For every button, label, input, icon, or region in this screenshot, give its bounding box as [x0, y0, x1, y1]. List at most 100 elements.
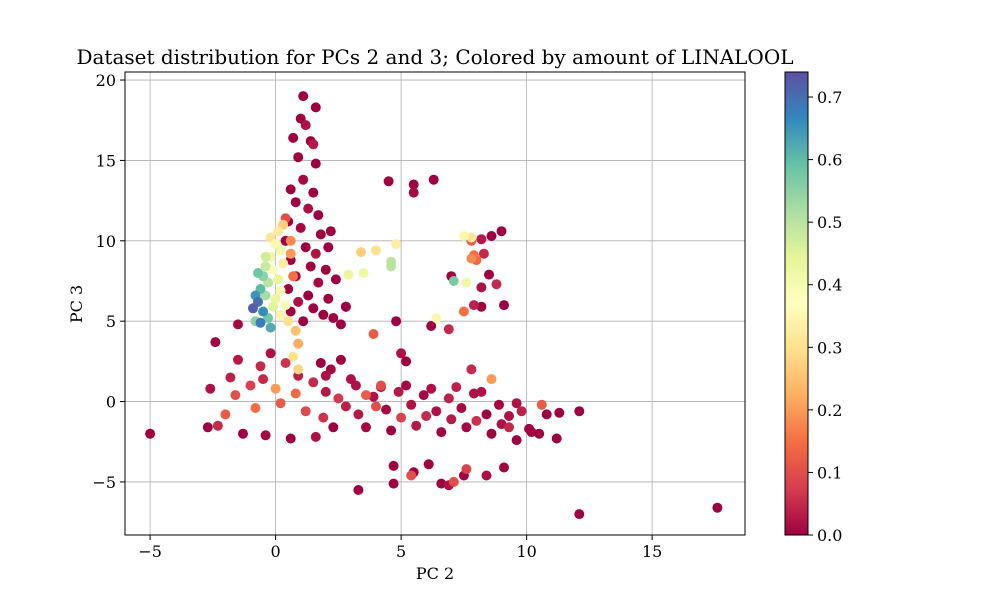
scatter-point [396, 412, 407, 423]
scatter-point [391, 316, 402, 327]
scatter-point [421, 411, 432, 421]
y-axis-ticks: −5 0 5 10 15 20 [92, 71, 125, 492]
scatter-point [320, 264, 331, 275]
axes-frame [124, 71, 746, 536]
y-tick-label: 10 [96, 232, 116, 251]
scatter-point [335, 354, 346, 365]
scatter-point [406, 399, 417, 410]
scatter-point [423, 459, 434, 470]
scatter-point [353, 409, 364, 420]
scatter-point [368, 329, 379, 339]
scatter-points [145, 91, 723, 520]
scatter-point [233, 354, 243, 365]
scatter-point [401, 356, 412, 367]
scatter-point [275, 309, 286, 320]
colorbar-tick-label: 0.6 [817, 151, 842, 170]
scatter-point [308, 187, 319, 198]
scatter-point [406, 470, 417, 481]
x-axis-label: PC 2 [416, 564, 454, 583]
scatter-point [290, 388, 301, 399]
scatter-point [288, 271, 299, 282]
colorbar-tick-label: 0.1 [817, 463, 842, 482]
scatter-point [145, 428, 156, 439]
scatter-point [476, 282, 487, 293]
scatter-point [436, 427, 447, 438]
scatter-point [293, 338, 304, 349]
scatter-point [270, 383, 281, 394]
scatter-point [511, 398, 522, 409]
scatter-point [381, 404, 392, 415]
x-tick-label: 0 [271, 542, 281, 561]
scatter-point [536, 399, 547, 410]
y-tick-label: 15 [96, 151, 116, 170]
scatter-point [443, 393, 454, 404]
scatter-point [323, 242, 334, 253]
scatter-point [504, 411, 514, 421]
scatter-point [293, 296, 304, 307]
scatter-point [443, 324, 454, 335]
scatter-point [504, 422, 514, 433]
scatter-point [323, 293, 334, 304]
scatter-point [448, 276, 459, 286]
chart-title: Dataset distribution for PCs 2 and 3; Co… [76, 45, 793, 69]
scatter-point [335, 319, 346, 330]
scatter-point [248, 303, 258, 314]
x-tick-label: −5 [138, 542, 162, 561]
scatter-point [268, 301, 279, 312]
scatter-point [361, 422, 371, 433]
scatter-point [275, 285, 286, 296]
scatter-point [486, 428, 497, 439]
scatter-point [476, 386, 487, 397]
scatter-point [451, 382, 462, 393]
scatter-point [303, 290, 314, 301]
scatter-point [376, 380, 386, 391]
scatter-point [205, 383, 216, 394]
scatter-point [431, 313, 442, 323]
y-tick-label: −5 [92, 473, 116, 492]
scatter-point [466, 253, 477, 264]
scatter-point [298, 174, 309, 185]
scatter-point [484, 269, 494, 280]
scatter-point [255, 361, 266, 372]
y-tick-label: 0 [106, 393, 116, 412]
scatter-point [428, 174, 439, 185]
scatter-point [461, 422, 472, 433]
colorbar-tick-label: 0.7 [817, 88, 842, 107]
scatter-point [541, 409, 552, 420]
scatter-point [265, 348, 276, 359]
scatter-point [448, 476, 459, 487]
scatter-point [361, 390, 371, 401]
scatter-point [285, 248, 296, 259]
scatter-point [313, 277, 324, 288]
scatter-point [220, 409, 231, 420]
scatter-point [388, 460, 399, 471]
scatter-point [305, 261, 316, 272]
scatter-point [468, 388, 479, 399]
scatter-point [320, 370, 331, 381]
scatter-point [285, 433, 296, 444]
scatter-point [283, 284, 294, 294]
scatter-point [458, 306, 469, 317]
scatter-point [255, 317, 266, 328]
scatter-point [270, 293, 281, 304]
scatter-point [320, 386, 331, 397]
scatter-point [476, 301, 487, 312]
scatter-point [298, 316, 309, 327]
scatter-point [534, 428, 545, 439]
scatter-point [285, 235, 296, 246]
scatter-point [499, 300, 509, 311]
scatter-point [340, 401, 351, 412]
scatter-point [212, 420, 223, 431]
colorbar [784, 71, 809, 536]
scatter-point [358, 268, 369, 278]
scatter-point [478, 248, 489, 259]
scatter-point [288, 351, 299, 362]
x-tick-label: 10 [516, 542, 536, 561]
scatter-point [238, 428, 248, 439]
scatter-point [551, 433, 562, 444]
scatter-point [245, 380, 256, 391]
scatter-point [300, 120, 311, 131]
scatter-point [310, 158, 321, 169]
scatter-point [313, 210, 324, 221]
